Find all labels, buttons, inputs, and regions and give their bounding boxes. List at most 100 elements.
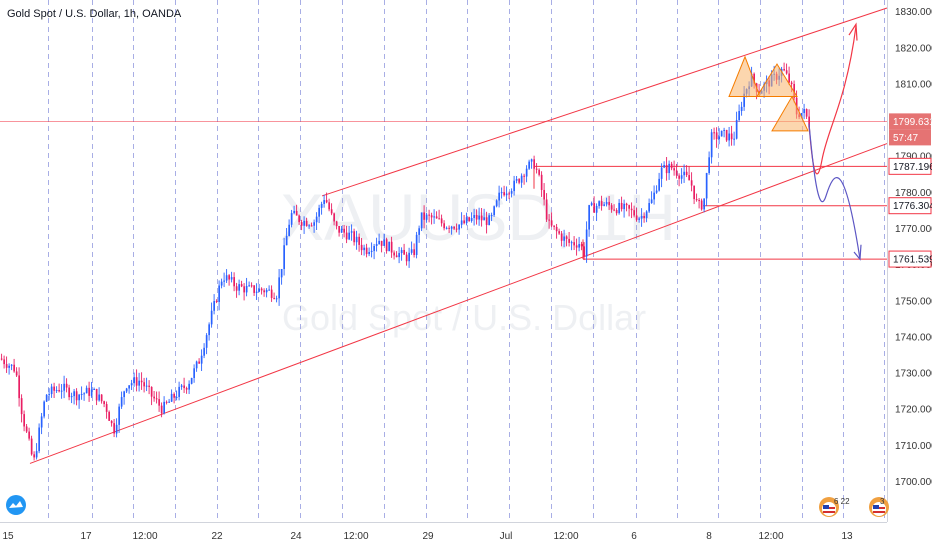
candle-body — [620, 202, 623, 210]
candle-body — [663, 165, 665, 168]
candle-body — [238, 284, 240, 291]
candle-body — [305, 220, 308, 227]
candle-body — [608, 201, 610, 206]
candle-body — [165, 401, 168, 403]
candle-body — [303, 220, 305, 226]
candle-body — [648, 203, 650, 212]
candle-body — [558, 231, 560, 234]
candle-body — [405, 254, 408, 262]
candle-body — [410, 249, 413, 253]
candle-body — [103, 401, 105, 405]
candle-body — [415, 234, 418, 255]
candle-body — [615, 209, 618, 214]
x-tick-label: 15 — [2, 531, 14, 542]
candle-body — [390, 241, 393, 253]
candle-body — [710, 132, 713, 158]
candle-body — [33, 454, 35, 458]
candle-body — [358, 236, 360, 245]
candle-body — [3, 359, 5, 365]
candle-body — [473, 215, 475, 218]
candle-body — [433, 216, 435, 218]
candle-body — [408, 252, 410, 262]
candle-body — [375, 244, 378, 246]
candle-body — [580, 244, 583, 247]
candle-body — [423, 212, 425, 220]
candle-body — [738, 111, 740, 121]
candle-body — [13, 364, 15, 372]
candle-body — [585, 229, 588, 257]
candle-body — [553, 225, 555, 227]
candle-body — [435, 216, 438, 219]
pattern-triangle-head — [756, 63, 798, 98]
candle-body — [378, 240, 380, 245]
x-tick-label: 24 — [290, 531, 302, 542]
us-flag-icon[interactable] — [818, 496, 840, 518]
candle-body — [243, 286, 245, 293]
candle-body — [610, 205, 613, 210]
candle-body — [150, 386, 153, 397]
candle-body — [603, 204, 605, 206]
candle-body — [618, 202, 620, 214]
candle-body — [175, 396, 178, 398]
y-tick-label: 1830.000 — [895, 7, 932, 18]
y-tick-label: 1720.000 — [895, 405, 932, 416]
y-tick-label: 1740.000 — [895, 332, 932, 343]
candle-body — [30, 438, 33, 455]
candle-body — [785, 70, 788, 74]
candle-body — [588, 205, 590, 230]
price-tags: 1799.631 57:47 1787.196 1776.304 1761.539 — [888, 113, 932, 268]
candle-body — [703, 198, 705, 210]
price-tag-box — [888, 197, 932, 215]
price-tag-box — [888, 250, 932, 268]
y-tick-label: 1780.000 — [895, 188, 932, 199]
candle-body — [328, 202, 330, 210]
event-count: 3 — [880, 497, 885, 506]
candle-body — [183, 385, 185, 389]
candle-body — [313, 222, 315, 226]
candle-body — [538, 169, 540, 175]
price-tag-box — [889, 129, 931, 146]
tradingview-logo-icon[interactable] — [5, 494, 27, 516]
candle-body — [220, 281, 223, 286]
candle-body — [215, 301, 218, 303]
us-flag-icon[interactable] — [868, 496, 890, 518]
candle-body — [273, 297, 275, 299]
candle-body — [500, 192, 503, 194]
candle-body — [280, 268, 283, 278]
candle-body — [100, 394, 103, 402]
candle-body — [583, 246, 585, 257]
candle-body — [123, 391, 125, 398]
candle-body — [128, 385, 130, 389]
candle-body — [300, 222, 303, 226]
candle-body — [643, 215, 645, 219]
x-tick-label: 17 — [80, 531, 92, 542]
candle-body — [650, 199, 653, 204]
candle-body — [668, 163, 670, 174]
candle-body — [685, 171, 688, 176]
candle-body — [245, 285, 248, 293]
candle-body — [98, 394, 100, 401]
candle-body — [640, 215, 643, 219]
candle-body — [178, 386, 180, 397]
candle-body — [790, 82, 793, 85]
candle-body — [485, 217, 488, 225]
candle-body — [260, 288, 263, 291]
candle-body — [158, 399, 160, 406]
candle-body — [550, 220, 553, 226]
candle-body — [255, 291, 258, 293]
candle-body — [88, 387, 90, 396]
price-tag-label: 57:47 — [893, 133, 918, 144]
candle-body — [298, 215, 300, 223]
candle-body — [480, 215, 483, 221]
candle-body — [133, 377, 135, 384]
candle-body — [290, 213, 293, 225]
candle-body — [228, 275, 230, 280]
x-tick-label: 12:00 — [553, 531, 578, 542]
candle-body — [325, 200, 328, 203]
x-tick-label: 12:00 — [758, 531, 783, 542]
candle-body — [85, 387, 88, 394]
candle-body — [385, 239, 388, 252]
price-tag-label: 1761.539 — [893, 255, 932, 266]
candle-body — [43, 401, 45, 417]
